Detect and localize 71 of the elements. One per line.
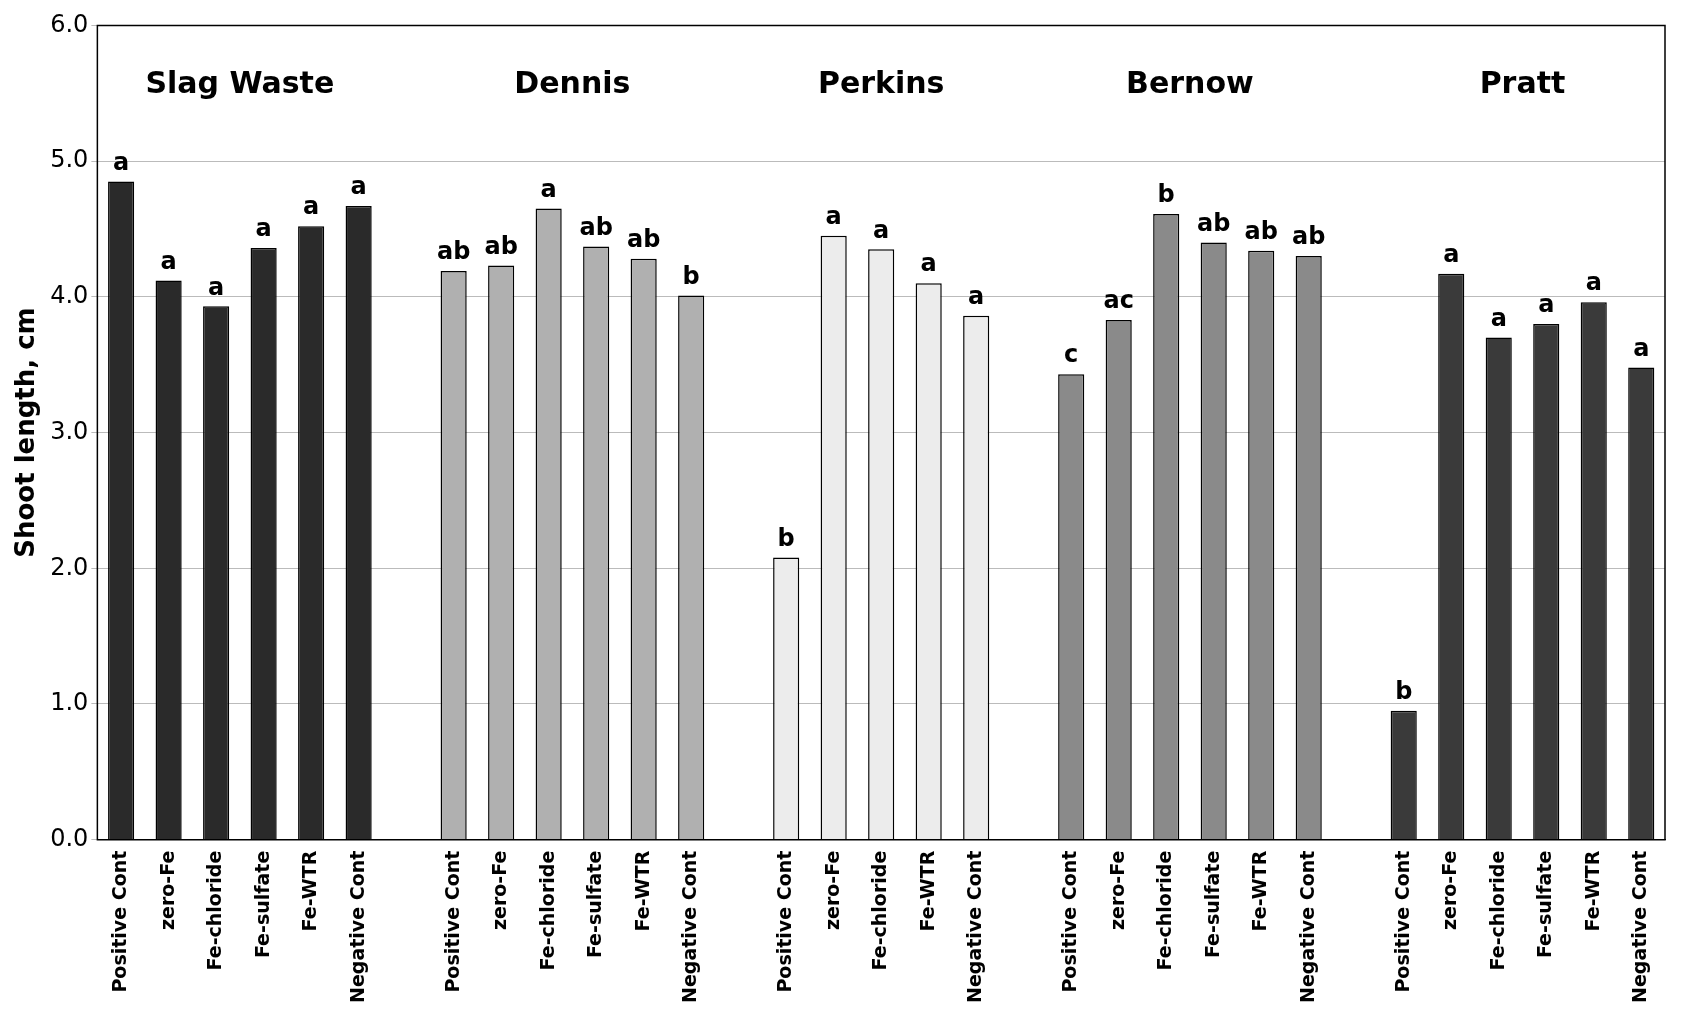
- data-label: a: [873, 215, 890, 244]
- x-tick-label: Positive Cont: [108, 850, 131, 993]
- x-tick-label: zero-Fe: [155, 850, 178, 931]
- data-label: a: [113, 147, 130, 176]
- data-label: ab: [1292, 222, 1326, 251]
- annotation: Slag Waste: [145, 65, 335, 101]
- y-tick-label: 1.0: [50, 688, 89, 717]
- data-label: a: [540, 174, 557, 203]
- x-tick-label: Fe-WTR: [1248, 850, 1271, 932]
- x-tick-label: Fe-sulfate: [250, 850, 273, 959]
- annotation: Perkins: [817, 65, 945, 101]
- data-label: a: [160, 246, 177, 275]
- data-label: ab: [1244, 216, 1278, 245]
- data-label: ab: [1197, 208, 1231, 237]
- x-tick-label: Fe-WTR: [630, 850, 653, 932]
- x-tick-label: Fe-chloride: [1153, 850, 1176, 971]
- y-tick-label: 6.0: [50, 9, 89, 38]
- data-label: b: [682, 261, 700, 290]
- data-label: a: [303, 192, 320, 221]
- x-tick-label: zero-Fe: [488, 850, 511, 931]
- data-label: a: [968, 282, 985, 311]
- data-label: b: [1157, 180, 1175, 209]
- x-tick-label: Negative Cont: [963, 850, 986, 1003]
- data-label: a: [920, 249, 937, 278]
- x-tick-label: zero-Fe: [820, 850, 843, 931]
- data-label: ab: [436, 237, 471, 266]
- annotation: Pratt: [1479, 65, 1566, 101]
- data-label: ab: [626, 225, 661, 254]
- data-label: a: [1633, 333, 1650, 362]
- x-tick-label: zero-Fe: [1438, 850, 1461, 931]
- data-label: c: [1064, 340, 1079, 369]
- data-label: a: [350, 172, 367, 201]
- annotation: Dennis: [514, 65, 631, 101]
- x-tick-label: zero-Fe: [1105, 850, 1128, 931]
- x-tick-label: Positive Cont: [1390, 850, 1413, 993]
- x-tick-label: Negative Cont: [678, 850, 701, 1003]
- data-label: a: [825, 202, 842, 230]
- data-label: b: [777, 523, 795, 552]
- x-tick-label: Fe-sulfate: [1533, 850, 1556, 959]
- x-tick-label: Fe-sulfate: [1200, 850, 1223, 959]
- data-label: ac: [1103, 286, 1134, 315]
- x-tick-label: Negative Cont: [1628, 850, 1651, 1003]
- y-tick-label: 2.0: [50, 552, 89, 581]
- data-label: b: [1395, 677, 1413, 706]
- x-tick-label: Negative Cont: [345, 850, 368, 1003]
- data-label: a: [1538, 290, 1555, 319]
- x-tick-label: Fe-chloride: [868, 850, 891, 971]
- x-tick-label: Positive Cont: [1058, 850, 1081, 993]
- data-label: a: [1443, 240, 1460, 268]
- y-tick-label: 0.0: [50, 823, 89, 852]
- x-tick-label: Positive Cont: [773, 850, 796, 993]
- x-tick-label: Positive Cont: [440, 850, 463, 993]
- y-tick-label: 4.0: [50, 281, 89, 310]
- data-label: a: [255, 214, 272, 243]
- x-tick-label: Fe-WTR: [1580, 850, 1603, 932]
- data-label: ab: [579, 212, 613, 241]
- y-axis-title: Shoot length, cm: [10, 307, 41, 558]
- x-tick-label: Fe-chloride: [1485, 850, 1508, 971]
- y-tick-label: 5.0: [50, 145, 89, 174]
- annotation: Bernow: [1126, 65, 1254, 101]
- data-label: ab: [484, 231, 518, 260]
- x-tick-label: Fe-WTR: [915, 850, 938, 932]
- data-label: a: [1585, 268, 1602, 297]
- x-tick-label: Fe-sulfate: [583, 850, 606, 959]
- x-tick-label: Fe-chloride: [535, 850, 558, 971]
- x-tick-label: Fe-WTR: [298, 850, 321, 932]
- x-tick-label: Fe-chloride: [203, 850, 226, 971]
- x-tick-label: Negative Cont: [1295, 850, 1318, 1003]
- data-label: a: [208, 272, 225, 301]
- data-label: a: [1490, 303, 1507, 332]
- y-tick-label: 3.0: [50, 416, 89, 445]
